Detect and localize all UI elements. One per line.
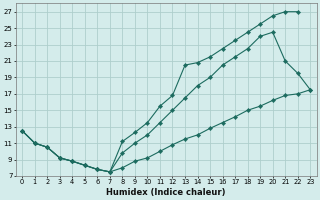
X-axis label: Humidex (Indice chaleur): Humidex (Indice chaleur) — [107, 188, 226, 197]
